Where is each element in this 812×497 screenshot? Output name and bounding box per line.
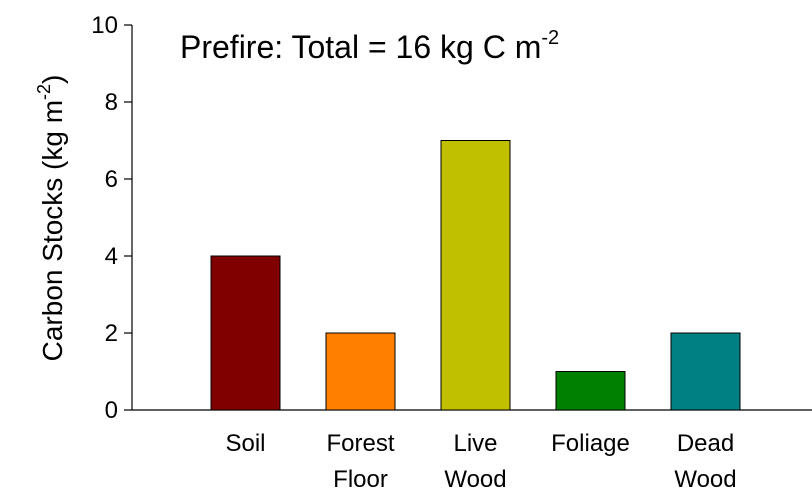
x-tick-label: Live [453, 430, 497, 457]
x-tick-label: Forest [326, 430, 394, 457]
bar [670, 332, 741, 411]
y-tick-label: 2 [105, 320, 118, 347]
bar [210, 255, 281, 411]
y-tick-label: 4 [105, 243, 118, 270]
x-tick-label: Soil [225, 430, 265, 457]
y-label-superscript: -2 [34, 84, 54, 100]
y-axis-label: Carbon Stocks (kg m-2) [34, 75, 68, 362]
y-label-text: Carbon Stocks (kg m [37, 100, 68, 361]
title-text: Prefire: Total = 16 kg C m [180, 29, 541, 65]
bar [325, 332, 396, 411]
title-superscript: -2 [541, 27, 559, 49]
y-label-suffix: ) [37, 75, 68, 84]
y-tick-label: 0 [105, 397, 118, 424]
x-tick-label: Floor [333, 466, 388, 493]
chart-title: Prefire: Total = 16 kg C m-2 [180, 27, 559, 65]
x-tick-label: Foliage [551, 430, 630, 457]
bar [555, 371, 626, 411]
x-tick-label: Wood [674, 466, 736, 493]
y-tick-label: 8 [105, 89, 118, 116]
bar [440, 140, 511, 411]
x-tick-label: Wood [444, 466, 506, 493]
x-tick-label: Dead [677, 430, 734, 457]
y-tick-label: 10 [91, 12, 118, 39]
y-tick-label: 6 [105, 166, 118, 193]
